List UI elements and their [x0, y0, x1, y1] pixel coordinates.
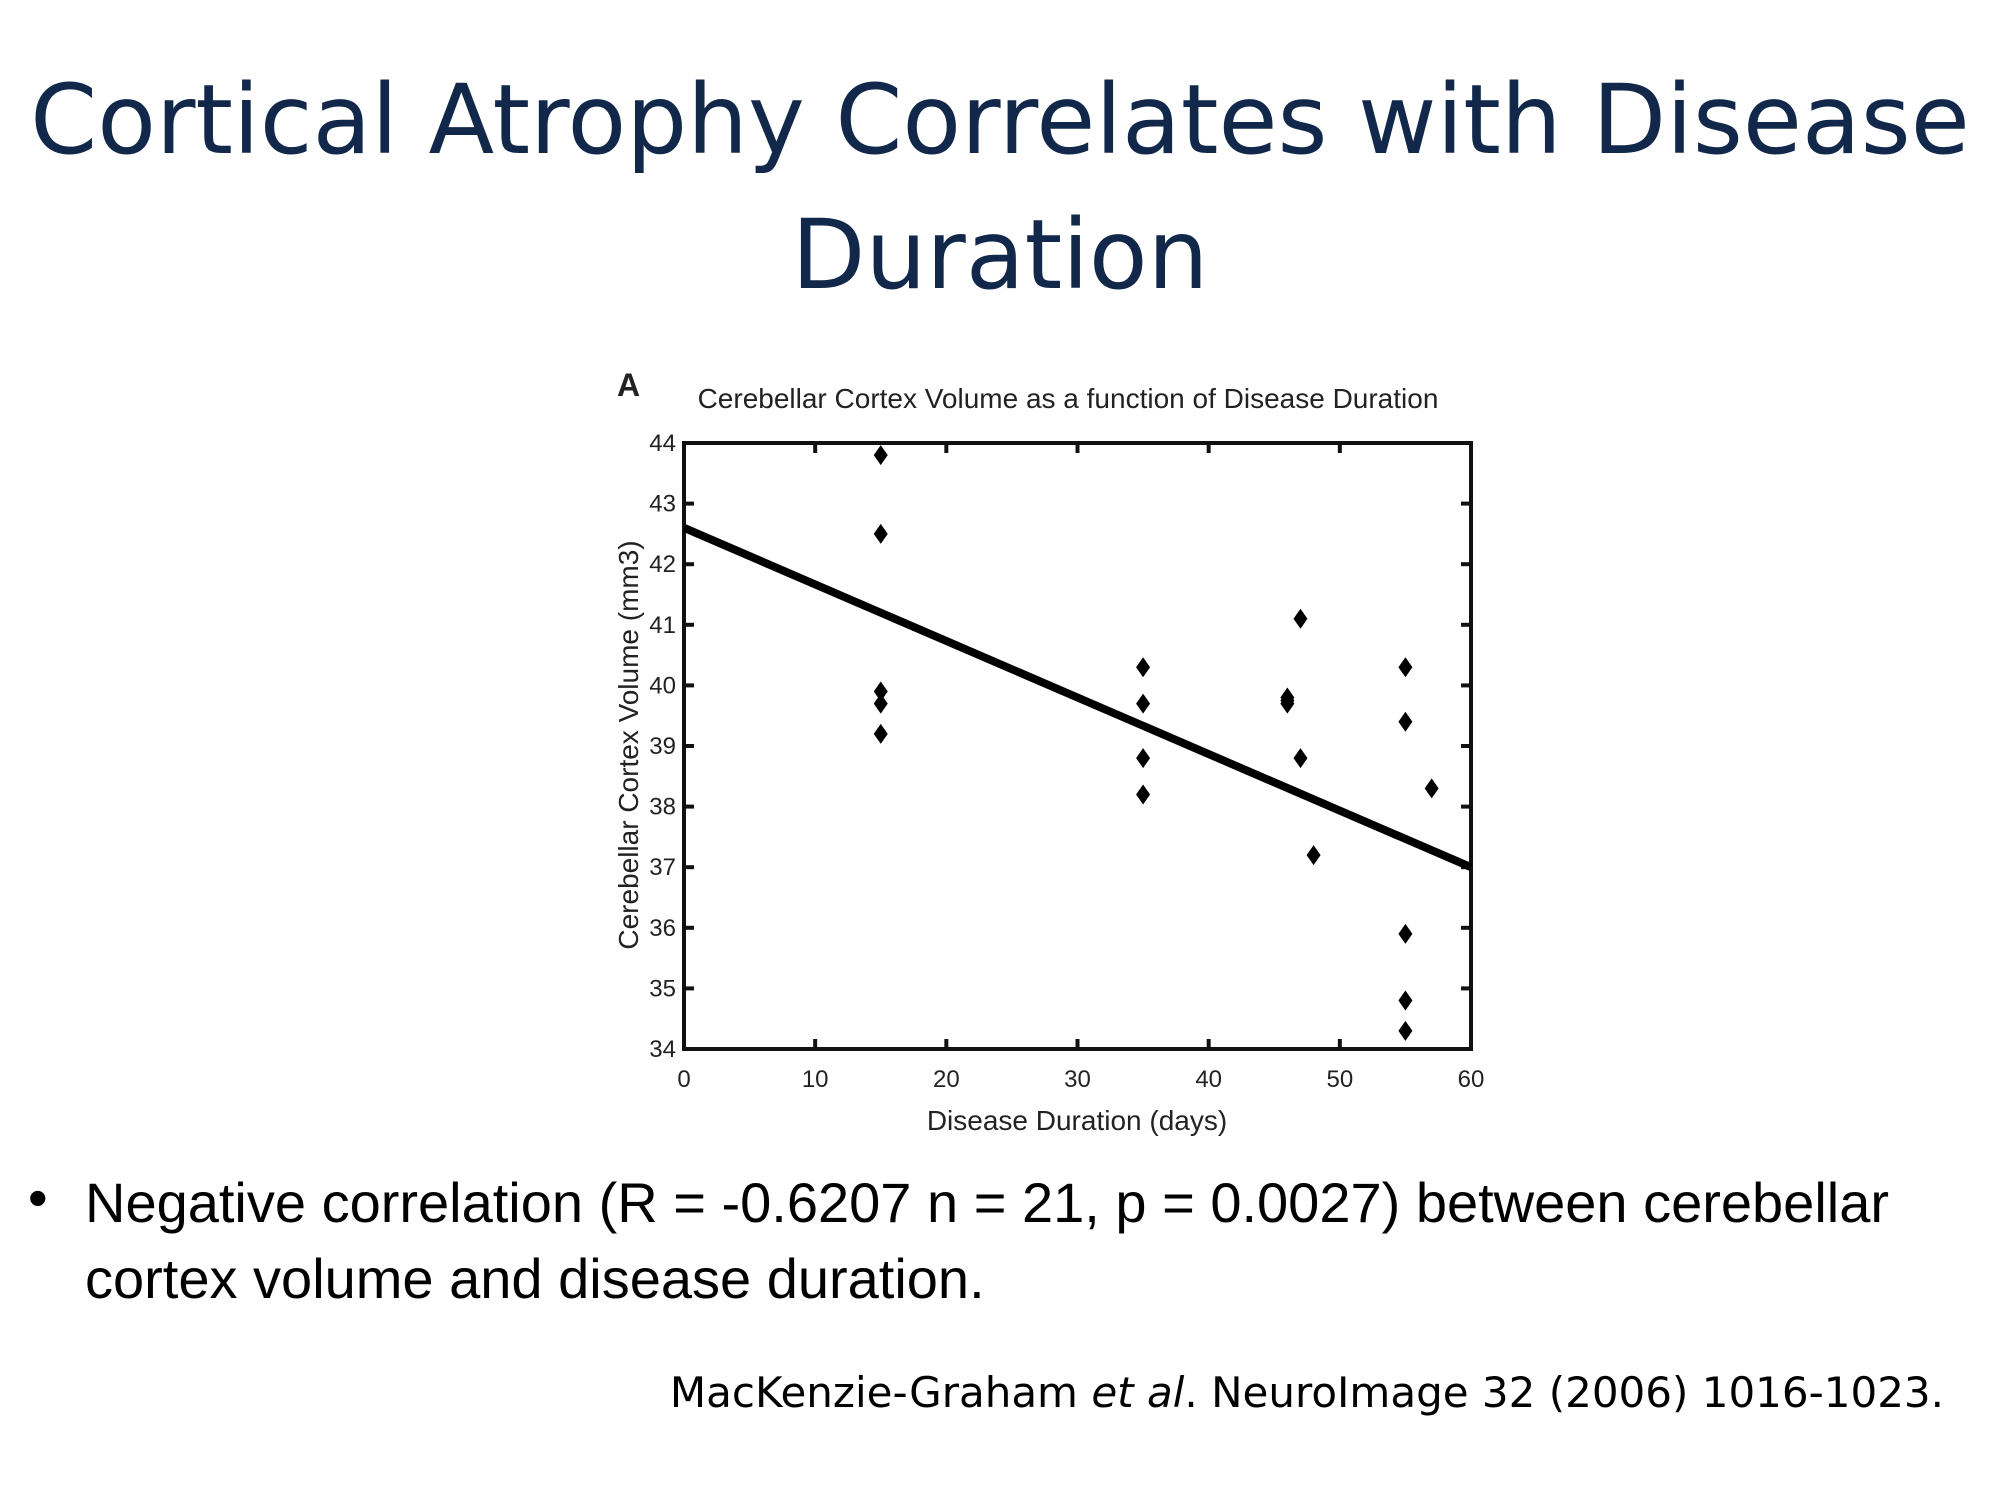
plot-frame	[682, 441, 1473, 1051]
citation-etal: et al	[1091, 1368, 1185, 1417]
data-point	[1398, 657, 1413, 678]
x-tick-label: 60	[1458, 1066, 1485, 1093]
data-point	[1136, 784, 1151, 805]
data-point	[1136, 748, 1151, 769]
panel-label: A	[617, 367, 640, 403]
data-point	[873, 681, 888, 702]
y-tick-label: 34	[649, 1036, 676, 1063]
data-point	[1293, 748, 1308, 769]
citation-authors: MacKenzie-Graham	[669, 1368, 1092, 1417]
y-axis-label: Cerebellar Cortex Volume (mm3)	[613, 540, 644, 949]
data-point	[873, 693, 888, 714]
slide-title-line2: Duration	[791, 199, 1209, 311]
y-tick-label: 36	[649, 915, 676, 942]
bullet-icon: •	[28, 1166, 48, 1229]
y-tick-label: 35	[649, 975, 676, 1002]
data-point	[1306, 845, 1321, 866]
data-point	[1398, 1020, 1413, 1041]
data-point	[873, 523, 888, 544]
data-point	[1293, 608, 1308, 629]
data-point	[1136, 657, 1151, 678]
x-tick-label: 30	[1064, 1066, 1091, 1093]
x-tick-label: 20	[933, 1066, 960, 1093]
data-point	[1136, 693, 1151, 714]
y-tick-label: 41	[649, 612, 676, 639]
y-tick-label: 39	[649, 733, 676, 760]
chart-title: Cerebellar Cortex Volume as a function o…	[698, 383, 1439, 414]
x-axis-label: Disease Duration (days)	[927, 1105, 1227, 1136]
data-point	[873, 723, 888, 744]
data-point	[1280, 693, 1295, 714]
x-tick-label: 10	[802, 1066, 829, 1093]
data-point	[1398, 990, 1413, 1011]
y-tick-label: 44	[649, 430, 676, 457]
y-tick-label: 42	[649, 551, 676, 578]
y-tick-label: 37	[649, 854, 676, 881]
y-tick-label: 38	[649, 794, 676, 821]
y-tick-label: 43	[649, 491, 676, 518]
data-point	[1424, 778, 1439, 799]
x-tick-label: 50	[1326, 1066, 1353, 1093]
x-tick-label: 40	[1195, 1066, 1222, 1093]
citation-rest: . NeuroImage 32 (2006) 1016-1023.	[1184, 1368, 1944, 1417]
x-tick-label: 0	[677, 1066, 690, 1093]
y-tick-label: 40	[649, 672, 676, 699]
data-point	[1398, 711, 1413, 732]
data-point	[1398, 923, 1413, 944]
regression-line	[682, 524, 1473, 871]
bullet-text: Negative correlation (R = -0.6207 n = 21…	[85, 1171, 1890, 1310]
data-point	[873, 445, 888, 466]
slide-title-line1: Cortical Atrophy Correlates with Disease	[30, 64, 1970, 176]
citation: MacKenzie-Graham et al. NeuroImage 32 (2…	[670, 1368, 1944, 1417]
